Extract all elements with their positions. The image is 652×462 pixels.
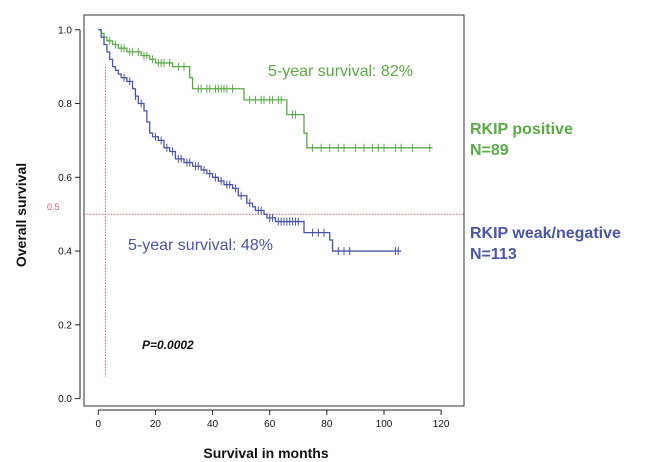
series-rkip-positive-annotation: 5-year survival: 82% <box>268 63 413 80</box>
x-tick-label: 0 <box>96 419 102 430</box>
y-tick-label: 0.8 <box>58 99 72 110</box>
x-tick-label: 20 <box>150 419 162 430</box>
series-rkip-positive-censor-marks <box>109 36 431 152</box>
series-rkip-positive-line <box>98 29 433 149</box>
x-tick-label: 40 <box>207 419 219 430</box>
plot-frame <box>83 14 465 407</box>
y-tick-label: 1.0 <box>58 25 72 36</box>
x-axis-label: Survival in months <box>203 445 328 461</box>
series-rkip-weak-negative-annotation: 5-year survival: 48% <box>128 237 273 254</box>
x-tick-label: 80 <box>321 419 333 430</box>
x-tick-label: 120 <box>433 419 450 430</box>
y-tick-label: 0.0 <box>58 394 72 405</box>
x-axis-ticks: 0 20 40 60 80 100 120 <box>96 410 450 430</box>
legend-rkip-weak-negative-n: N=113 <box>470 246 517 263</box>
y-tick-label: 0.4 <box>58 247 72 258</box>
legend-rkip-weak-negative-name: RKIP weak/negative <box>470 225 621 242</box>
y-tick-label: 0.2 <box>58 320 72 331</box>
legend-rkip-positive-name: RKIP positive <box>470 121 573 138</box>
series-rkip-weak-negative-censor-marks <box>123 73 399 256</box>
p-value-label: P=0.0002 <box>142 338 194 352</box>
y-axis-label: Overall survival <box>13 163 29 267</box>
x-tick-label: 100 <box>376 419 393 430</box>
y-axis-ticks: 0.0 0.2 0.4 0.6 0.8 1.0 <box>58 25 80 405</box>
y-tick-label: 0.6 <box>58 173 72 184</box>
x-tick-label: 60 <box>264 419 276 430</box>
legend-rkip-positive-n: N=89 <box>470 142 509 159</box>
reference-line-label: 0.5 <box>47 202 60 212</box>
